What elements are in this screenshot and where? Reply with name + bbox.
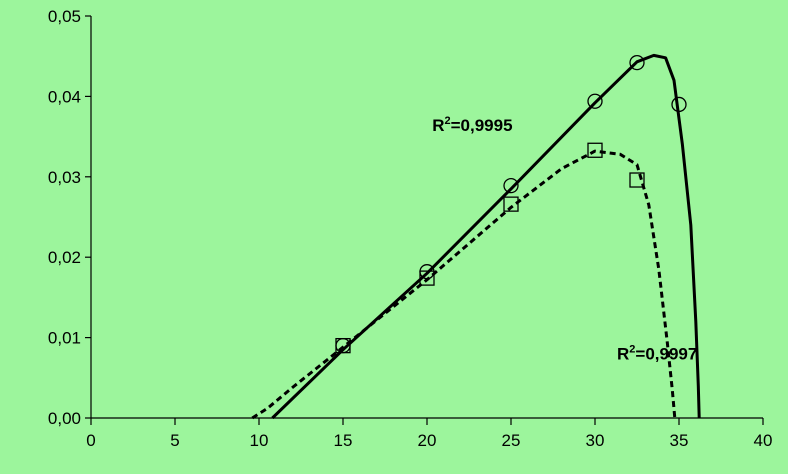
series-2-fit-line	[251, 149, 677, 420]
r-squared-label-1: R2=0,9995	[432, 115, 512, 135]
series-1-point	[503, 177, 519, 194]
series-1-point	[671, 96, 687, 113]
r-squared-value: =0,9995	[451, 116, 513, 135]
series-1-point	[629, 54, 645, 71]
y-tick-label: 0,03	[48, 168, 81, 187]
x-tick-label: 5	[170, 431, 179, 450]
series-2-point	[629, 172, 645, 188]
r-squared-superscript: 2	[629, 343, 635, 355]
x-tick-label: 10	[250, 431, 269, 450]
x-tick-label: 35	[670, 431, 689, 450]
series-1-point	[587, 93, 603, 109]
series-1-fit-line	[271, 53, 701, 420]
y-tick-label: 0,05	[48, 7, 81, 26]
x-tick-label: 25	[502, 431, 521, 450]
r-squared-base: R	[617, 344, 629, 363]
x-tick-label: 15	[334, 431, 353, 450]
series-2-point	[587, 142, 603, 158]
y-tick-label: 0,02	[48, 248, 81, 267]
fit-curves	[251, 53, 701, 420]
series-2-point	[503, 196, 519, 212]
y-tick-label: 0,00	[48, 409, 81, 428]
x-tick-label: 0	[86, 431, 95, 450]
y-tick-label: 0,04	[48, 87, 81, 106]
x-tick-label: 20	[418, 431, 437, 450]
x-tick-label: 30	[586, 431, 605, 450]
r-squared-value: =0,9997	[635, 344, 697, 363]
r-squared-superscript: 2	[444, 115, 450, 127]
data-markers	[335, 54, 687, 354]
r-squared-base: R	[432, 116, 444, 135]
r-squared-label-2: R2=0,9997	[617, 343, 697, 363]
y-tick-label: 0,01	[48, 329, 81, 348]
series-2-point	[335, 337, 351, 354]
series-2-point	[419, 270, 435, 286]
x-tick-label: 40	[754, 431, 773, 450]
axes: 0,00 0,01 0,02 0,03 0,04 0,05 0 5 10 15 20 25 30 35 40	[48, 7, 773, 450]
